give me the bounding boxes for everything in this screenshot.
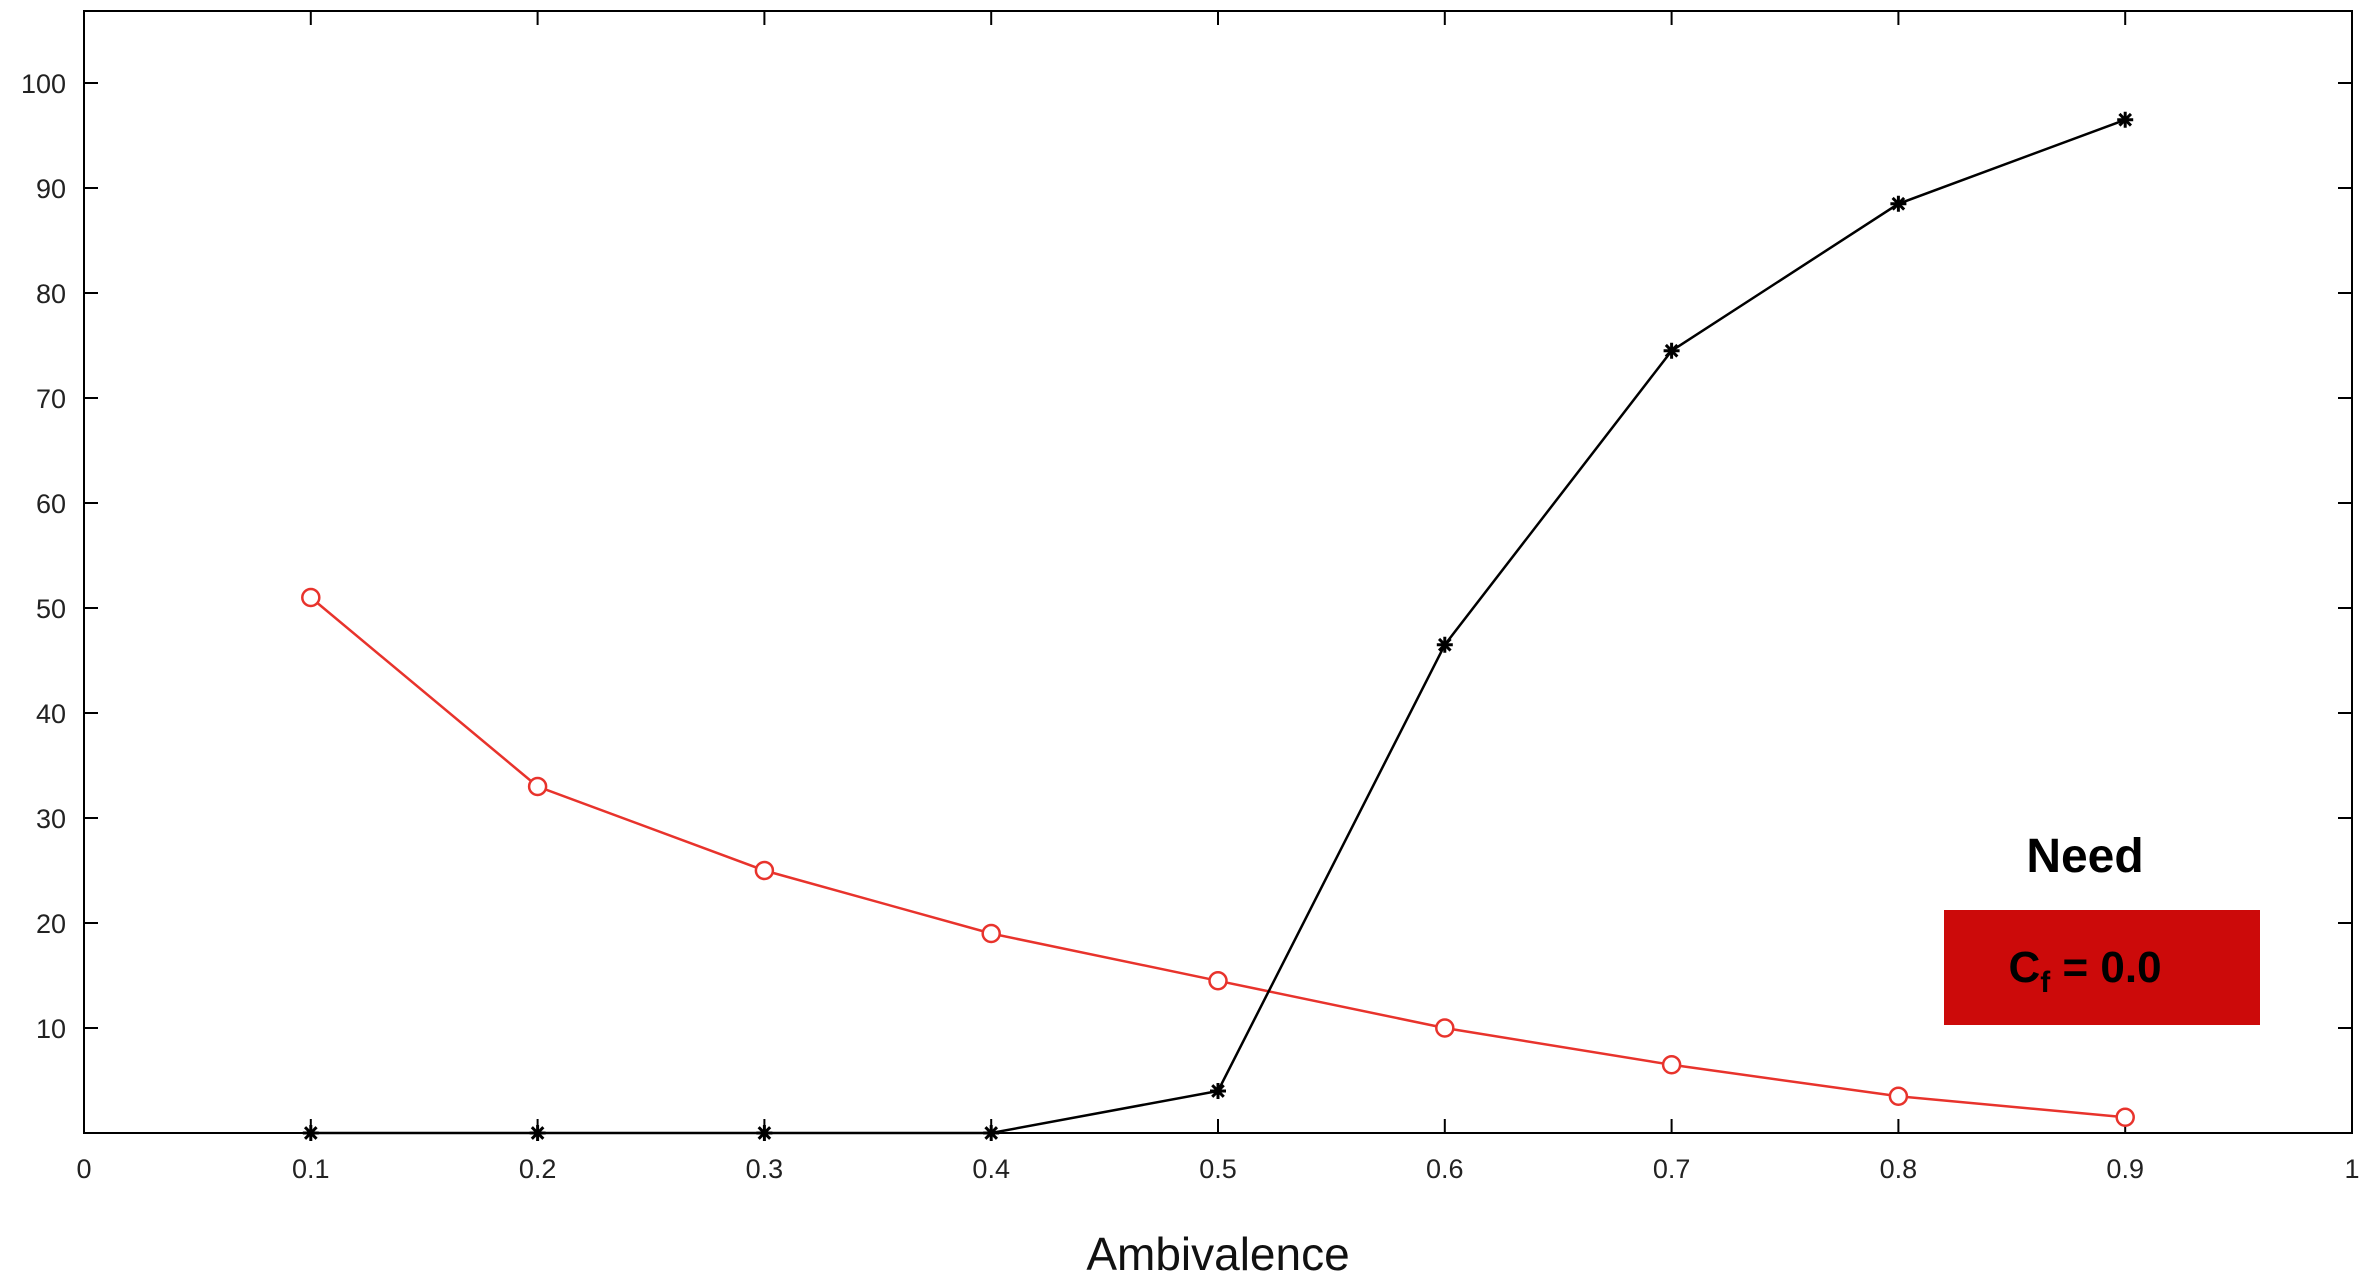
data-point — [301, 587, 321, 608]
series-layer — [301, 111, 2135, 1141]
y-tick-label: 20 — [36, 909, 66, 939]
x-tick-label: 0.2 — [519, 1154, 557, 1184]
data-point — [1890, 195, 1907, 212]
data-point — [529, 1125, 546, 1141]
data-point — [302, 1125, 319, 1141]
x-tick-label: 1 — [2344, 1154, 2359, 1184]
data-point — [1888, 1086, 1909, 1106]
x-tick-label: 0 — [76, 1154, 91, 1184]
data-point — [1436, 636, 1453, 653]
data-point — [527, 776, 548, 797]
annotation-label: Cf = 0.0 — [2008, 943, 2161, 999]
y-tick-label: 10 — [36, 1014, 66, 1044]
data-point — [1661, 1055, 1682, 1075]
series-0 — [301, 587, 2135, 1127]
x-tick-label: 0.3 — [746, 1154, 784, 1184]
x-tick-label: 0.7 — [1653, 1154, 1691, 1184]
annotation-title: Need — [2026, 830, 2143, 883]
data-point — [2115, 1107, 2135, 1127]
x-tick-label: 0.8 — [1880, 1154, 1918, 1184]
data-point — [1435, 1018, 1455, 1038]
data-point — [2117, 111, 2134, 128]
y-tick-label: 60 — [36, 489, 66, 519]
y-tick-label: 40 — [36, 699, 66, 729]
y-tick-label: 70 — [36, 384, 66, 414]
y-tick-label: 100 — [21, 69, 66, 99]
data-point — [1208, 971, 1228, 991]
series-1 — [302, 111, 2134, 1141]
y-tick-label: 80 — [36, 279, 66, 309]
annotation: Need Cf = 0.0 — [1944, 830, 2260, 1025]
data-point — [983, 1125, 1000, 1141]
ticks-layer: 0 0.1 0.2 0.3 0.4 0.5 0.6 0.7 0.8 0.9 1 10 20 30 40 50 6… — [21, 11, 2360, 1184]
x-tick-label: 0.4 — [972, 1154, 1010, 1184]
data-point — [1663, 342, 1680, 359]
y-tick-label: 50 — [36, 594, 66, 624]
y-tick-label: 90 — [36, 174, 66, 204]
data-point — [756, 1125, 773, 1141]
x-tick-label: 0.5 — [1199, 1154, 1237, 1184]
x-tick-label: 0.1 — [292, 1154, 330, 1184]
annotation-box — [1944, 910, 2260, 1025]
x-tick-label: 0.6 — [1426, 1154, 1464, 1184]
x-tick-label: 0.9 — [2106, 1154, 2144, 1184]
x-axis-title: Ambivalence — [1086, 1228, 1349, 1280]
annotation-label-main: C — [2008, 943, 2040, 992]
data-point — [981, 923, 1001, 944]
data-point — [1210, 1083, 1226, 1099]
annotation-label-rest: = 0.0 — [2050, 943, 2161, 992]
y-tick-label: 30 — [36, 804, 66, 834]
data-point — [754, 860, 775, 881]
annotation-label-sub: f — [2040, 966, 2051, 999]
